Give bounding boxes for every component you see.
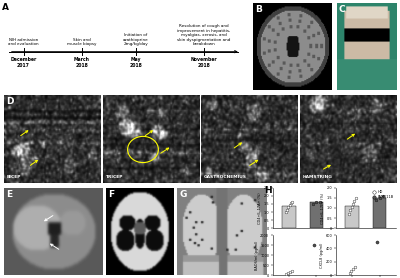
Point <box>282 210 289 214</box>
Point <box>287 270 293 274</box>
Text: Skin and
muscle biopsy: Skin and muscle biopsy <box>67 38 97 46</box>
Text: Initiation of
azathioprine
2mg/kg/day: Initiation of azathioprine 2mg/kg/day <box>123 33 148 46</box>
Bar <box>373 198 386 228</box>
Bar <box>310 202 323 228</box>
Point <box>285 205 292 209</box>
Text: G: G <box>179 190 186 199</box>
Point <box>283 272 290 276</box>
Point <box>374 240 380 244</box>
Y-axis label: CXCL8 (pg/ml): CXCL8 (pg/ml) <box>320 242 324 268</box>
Point <box>352 196 359 200</box>
Point <box>347 208 354 212</box>
Text: H: H <box>264 186 272 195</box>
Y-axis label: CD4+IL-17F+ (%): CD4+IL-17F+ (%) <box>322 192 326 224</box>
Point <box>376 196 383 200</box>
Text: Resolution of cough and
improvement in hepatitis,
myalgias, xerosis, and
skin dy: Resolution of cough and improvement in h… <box>178 24 231 46</box>
Point <box>289 199 296 204</box>
Text: A: A <box>2 3 8 12</box>
Point <box>373 198 380 202</box>
Point <box>288 201 294 205</box>
Text: F: F <box>108 190 114 199</box>
Point <box>351 199 358 203</box>
Point <box>285 271 291 275</box>
Y-axis label: BAOS/ml (pg/ml): BAOS/ml (pg/ml) <box>255 240 259 270</box>
Point <box>348 205 355 209</box>
Point <box>284 207 290 212</box>
Text: C: C <box>338 4 345 14</box>
Text: E: E <box>6 190 12 199</box>
Text: D: D <box>6 97 14 106</box>
Point <box>288 269 295 274</box>
Point <box>313 200 320 205</box>
Text: HAMSTRING: HAMSTRING <box>303 175 332 179</box>
Point <box>380 194 386 198</box>
Legend: HD, FAM111B: HD, FAM111B <box>370 190 394 199</box>
Text: GASTROCNEMIUS: GASTROCNEMIUS <box>204 175 247 179</box>
Text: NIH admission
and evaluation: NIH admission and evaluation <box>8 38 39 46</box>
Point <box>316 199 323 204</box>
Bar <box>282 206 296 228</box>
Point <box>346 212 352 216</box>
Point <box>310 243 317 247</box>
Point <box>348 269 354 274</box>
Text: B: B <box>255 4 262 14</box>
Text: BICEP: BICEP <box>7 175 21 179</box>
Point <box>310 202 316 206</box>
Text: March
2018: March 2018 <box>74 57 90 68</box>
Point <box>286 203 293 207</box>
Point <box>350 267 356 271</box>
Point <box>352 265 358 269</box>
Point <box>350 202 356 206</box>
Text: TRICEP: TRICEP <box>106 175 123 179</box>
Text: December
2017: December 2017 <box>10 57 37 68</box>
Point <box>346 271 353 275</box>
Text: May
2018: May 2018 <box>130 57 142 68</box>
Bar <box>346 206 359 228</box>
Text: November
2018: November 2018 <box>191 57 218 68</box>
Y-axis label: CD4+IL-17A+ (%): CD4+IL-17A+ (%) <box>258 192 262 224</box>
